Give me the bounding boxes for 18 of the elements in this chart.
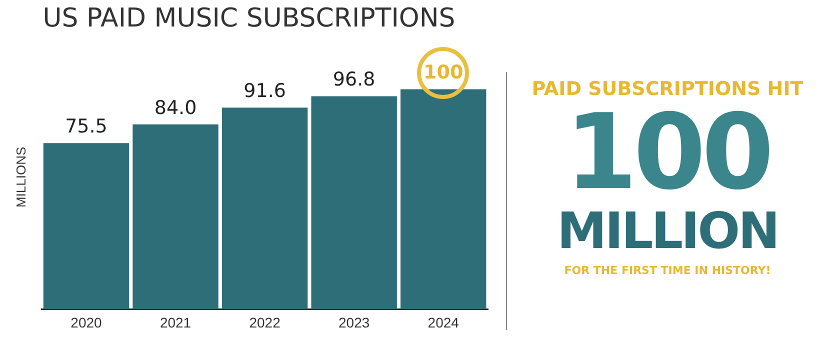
x-tick-label: 2023 — [338, 314, 370, 330]
y-axis-title: MILLIONS — [13, 146, 28, 208]
data-label: 91.6 — [244, 80, 286, 102]
bar — [43, 143, 130, 310]
bar — [311, 96, 397, 310]
bar — [132, 124, 218, 310]
bar — [222, 108, 308, 310]
x-tick-label: 2024 — [428, 314, 460, 330]
x-tick-label: 2021 — [160, 314, 192, 330]
data-label: 75.5 — [65, 116, 108, 138]
text: MILLION — [556, 202, 780, 260]
text: FOR THE FIRST TIME IN HISTORY! — [563, 264, 772, 277]
data-label: 100 — [424, 62, 464, 84]
x-tick-label: 2020 — [70, 314, 102, 330]
chart-title: US PAID MUSIC SUBSCRIPTIONS — [42, 3, 456, 34]
data-label: 96.8 — [332, 68, 376, 91]
x-tick-label: 2022 — [249, 314, 281, 330]
data-label: 84.0 — [154, 96, 197, 119]
